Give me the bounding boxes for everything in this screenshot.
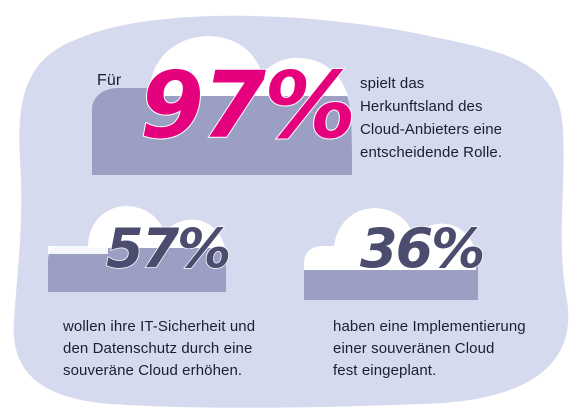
right-description: haben eine Implementierung einer souverä… [333, 316, 573, 382]
top-description-line: Herkunftsland des [360, 98, 483, 115]
left-description: wollen ihre IT-Sicherheit und den Datens… [63, 316, 303, 382]
top-description-line: Cloud-Anbieters eine [360, 121, 503, 138]
top-description: spielt das Herkunftsland des Cloud-Anbie… [360, 72, 560, 164]
left-description-line: souveräne Cloud erhöhen. [63, 362, 243, 379]
top-description-line: entscheidende Rolle. [360, 144, 503, 161]
right-percentage: 36% [359, 217, 486, 280]
right-description-line: haben eine Implementierung [333, 318, 526, 335]
right-description-line: fest eingeplant. [333, 362, 437, 379]
left-percentage: 57% [105, 217, 232, 280]
left-description-line: wollen ihre IT-Sicherheit und [63, 318, 256, 335]
top-percentage: 97% [139, 52, 357, 159]
top-prefix: Für [97, 72, 122, 89]
left-description-line: den Datenschutz durch eine [63, 340, 253, 357]
cloud-right [304, 208, 478, 300]
cloud-left [48, 206, 226, 292]
cloud-top [92, 36, 352, 175]
right-description-line: einer souveränen Cloud [333, 340, 495, 357]
top-description-line: spielt das [360, 75, 425, 92]
